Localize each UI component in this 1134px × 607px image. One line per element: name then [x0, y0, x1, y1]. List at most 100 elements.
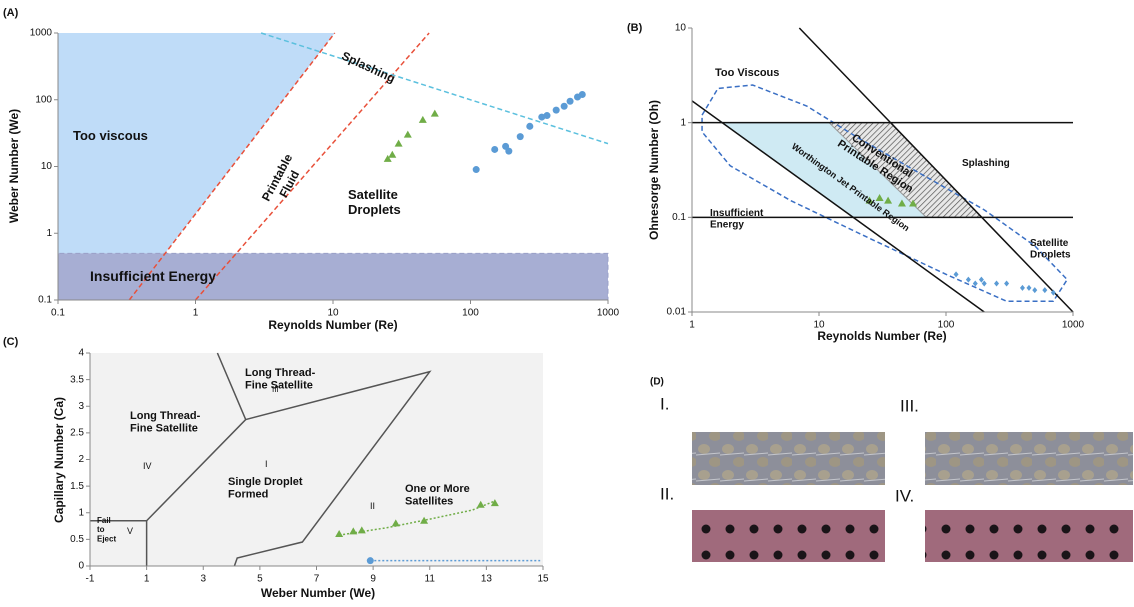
- region-label-line: Energy: [710, 219, 744, 230]
- y-tick-label: 0.1: [672, 212, 686, 223]
- region-label-line: Too viscous: [73, 128, 148, 143]
- data-point: [517, 133, 524, 140]
- region-label-line: Too Viscous: [715, 67, 779, 79]
- y-tick-label: 0.01: [667, 307, 687, 318]
- x-tick-label: 10: [327, 308, 339, 319]
- data-point: [473, 166, 480, 173]
- region-label-line: V: [127, 526, 133, 536]
- x-tick-label: 7: [314, 574, 320, 585]
- image-label: IV.: [895, 486, 914, 505]
- region-label: III: [272, 385, 279, 394]
- y-tick-label: 0.5: [70, 534, 84, 545]
- region-label-line: II: [370, 501, 375, 511]
- figure: (D) I. II. III. IV. 0.111010010000.11101…: [0, 0, 1134, 602]
- y-tick-label: 1: [46, 228, 52, 239]
- region-label-line: Satellites: [405, 496, 453, 508]
- region-label-line: Long Thread-: [130, 410, 201, 422]
- data-point: [966, 277, 971, 283]
- chart-panel: 0.1 1 10 100 1000 0.1 1 10 100 1000 Too viscous Pri…: [3, 7, 620, 332]
- region-label: I: [265, 459, 268, 469]
- region-label-line: Formed: [228, 489, 268, 501]
- x-tick-label: -1: [86, 574, 95, 585]
- region-label-line: Splashing: [339, 49, 397, 86]
- image-label: III.: [900, 396, 919, 415]
- data-point: [979, 277, 984, 283]
- region-label: Splashing: [339, 49, 397, 86]
- y-tick-label: 100: [35, 94, 52, 105]
- image-label: I.: [660, 394, 669, 413]
- region-label-line: Splashing: [962, 158, 1010, 169]
- x-tick-label: 9: [370, 574, 376, 585]
- region-label: PrintableFluid: [259, 151, 308, 210]
- data-point: [491, 146, 498, 153]
- data-point: [579, 91, 586, 98]
- y-tick-label: 1: [78, 507, 84, 518]
- region-label-line: IV: [143, 461, 152, 471]
- x-tick-label: 1000: [597, 308, 620, 319]
- data-point: [367, 557, 374, 564]
- data-point: [994, 281, 999, 287]
- data-point: [1026, 285, 1031, 291]
- y-tick-label: 0: [78, 561, 84, 572]
- data-point: [982, 281, 987, 287]
- y-tick-label: 10: [675, 23, 687, 34]
- region-label-line: Eject: [97, 535, 116, 544]
- region-label-line: Fine Satellite: [130, 423, 198, 435]
- panel-label: (B): [627, 22, 643, 34]
- x-axis-title: Weber Number (We): [261, 586, 375, 600]
- x-tick-label: 1: [689, 320, 695, 331]
- data-point: [553, 107, 560, 114]
- x-tick-label: 0.1: [51, 308, 65, 319]
- data-point: [1020, 285, 1025, 291]
- data-point: [505, 148, 512, 155]
- data-point: [561, 103, 568, 110]
- panel-label: (A): [3, 7, 19, 19]
- micrograph-drops: [692, 536, 885, 562]
- data-point: [954, 271, 959, 277]
- region-label: Long Thread-Fine Satellite: [245, 367, 316, 392]
- data-point: [419, 116, 427, 123]
- data-point: [543, 112, 550, 119]
- region-label-line: Satellite: [348, 187, 398, 202]
- y-tick-label: 4: [78, 348, 84, 359]
- region-label-line: Insufficient Energy: [90, 268, 216, 284]
- y-tick-label: 1000: [30, 28, 53, 39]
- region-label: SatelliteDroplets: [348, 187, 401, 217]
- region-label: Insufficient Energy: [90, 268, 216, 284]
- region-label-line: to: [97, 525, 105, 534]
- y-tick-label: 2: [78, 454, 84, 465]
- y-axis-title: Capillary Number (Ca): [52, 397, 66, 523]
- data-point: [395, 140, 403, 147]
- plot-background: [90, 353, 543, 566]
- y-tick-label: 2.5: [70, 428, 84, 439]
- y-tick-label: 1: [680, 117, 686, 128]
- x-axis-title: Reynolds Number (Re): [268, 318, 397, 332]
- data-point: [404, 131, 412, 138]
- x-tick-label: 13: [481, 574, 493, 585]
- x-tick-label: 100: [462, 308, 479, 319]
- x-tick-label: 3: [200, 574, 206, 585]
- data-point: [567, 98, 574, 105]
- region-label-line: I: [265, 459, 268, 469]
- y-tick-label: 3.5: [70, 374, 84, 385]
- y-tick-label: 0.1: [38, 295, 52, 306]
- image-label: II.: [660, 484, 674, 503]
- x-axis-title: Reynolds Number (Re): [817, 329, 946, 343]
- y-axis-title: Weber Number (We): [7, 109, 21, 223]
- data-point: [526, 123, 533, 130]
- region-label: IV: [143, 461, 152, 471]
- data-point: [431, 110, 439, 117]
- micrograph: [692, 432, 885, 485]
- region-label-line: III: [272, 385, 279, 394]
- y-tick-label: 10: [41, 161, 53, 172]
- region-label: II: [370, 501, 375, 511]
- region-label-line: Fine Satellite: [245, 380, 313, 392]
- panel-label: (D): [650, 377, 664, 388]
- chart-panel: -11357911131500.511.522.533.54Long Threa…: [3, 336, 549, 600]
- micrograph: [925, 432, 1133, 485]
- region-label: Too viscous: [73, 128, 148, 143]
- region-label-line: Fail: [97, 516, 111, 525]
- x-tick-label: 1: [193, 308, 199, 319]
- x-tick-label: 15: [537, 574, 549, 585]
